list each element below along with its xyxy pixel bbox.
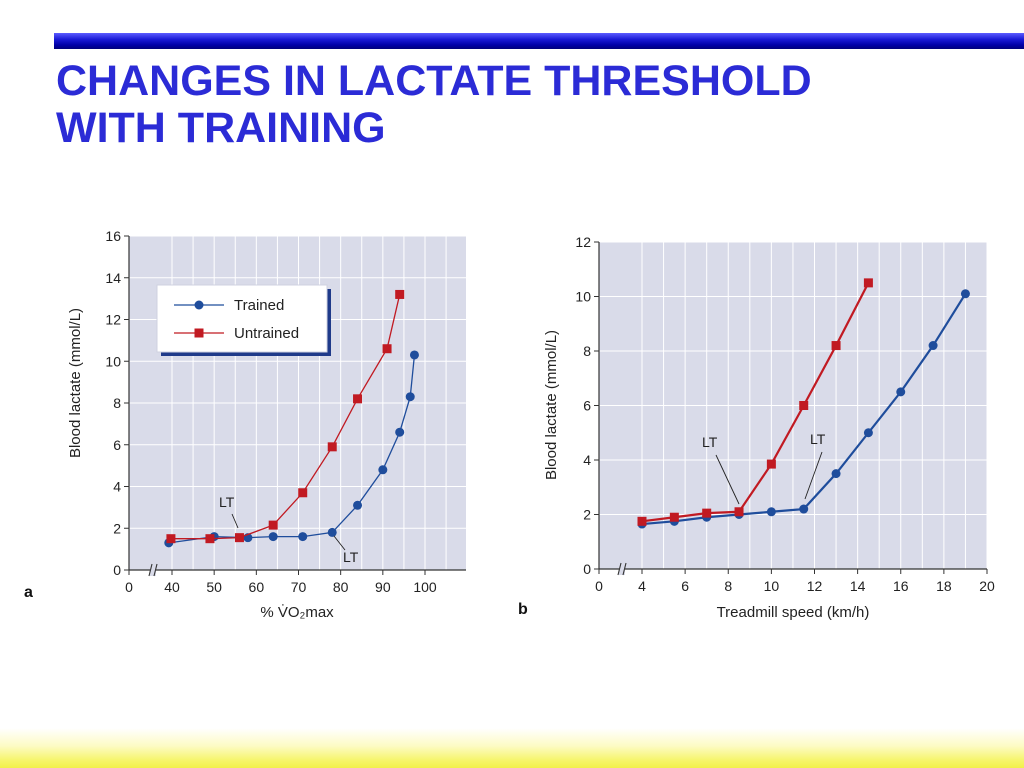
- data-point-untrained: [298, 488, 308, 498]
- data-point-trained: [353, 500, 363, 510]
- data-point-untrained: [234, 533, 244, 543]
- chart-a-group: 0 2 4 6 8 10 12 14 16 0 40 50 60 70 80 90 100 % V̇O₂max Bl…: [67, 228, 466, 621]
- data-point-untrained: [353, 394, 363, 404]
- axis-break-mark: [148, 563, 158, 577]
- data-point-trained: [378, 465, 388, 475]
- y-tick-label: 16: [105, 228, 121, 244]
- y-tick-label: 0: [113, 562, 121, 578]
- lt-leader-line: [333, 535, 346, 551]
- legend-entry-label: Untrained: [234, 325, 299, 342]
- data-point-untrained: [327, 442, 337, 452]
- x-tick-label: 90: [375, 579, 391, 595]
- data-point-trained: [298, 532, 308, 542]
- data-point-untrained: [395, 289, 405, 299]
- slide-title-line-2: WITH TRAINING: [56, 104, 386, 152]
- title-accent-bar: [54, 33, 1024, 49]
- legend-entry-label: Trained: [234, 297, 284, 314]
- y-tick-label: 10: [105, 353, 121, 369]
- lt-annotation: LT: [343, 549, 359, 565]
- y-tick-label: 6: [113, 437, 121, 453]
- legend-marker-circle: [194, 300, 204, 310]
- x-tick-label: 70: [291, 579, 307, 595]
- data-point-untrained: [166, 534, 176, 544]
- x-axis-label: % V̇O₂max: [260, 604, 334, 621]
- data-point-trained: [405, 392, 415, 402]
- data-point-untrained: [205, 534, 215, 544]
- y-tick-label: 8: [113, 395, 121, 411]
- data-point-trained: [327, 527, 337, 537]
- x-tick-label: 0: [125, 579, 133, 595]
- data-point-untrained: [268, 520, 278, 530]
- y-tick-label: 14: [105, 270, 121, 286]
- x-tick-label: 100: [413, 579, 437, 595]
- axis-break-gap: [150, 564, 156, 576]
- y-tick-label: 2: [113, 520, 121, 536]
- lt-annotation: LT: [219, 494, 235, 510]
- data-point-trained: [268, 532, 278, 542]
- y-axis-label: Blood lactate (mmol/L): [67, 308, 84, 458]
- slide-title: CHANGES IN LACTATE THRESHOLD WITH TRAINI…: [56, 58, 812, 152]
- x-tick-label: 50: [206, 579, 222, 595]
- slide-title-line-1: CHANGES IN LACTATE THRESHOLD: [56, 57, 812, 105]
- x-tick-label: 60: [249, 579, 265, 595]
- data-point-trained: [395, 427, 405, 437]
- legend-marker-square: [194, 328, 204, 338]
- y-tick-label: 12: [105, 312, 121, 328]
- lt-leader-line: [231, 513, 239, 529]
- panel-label-a: a: [24, 584, 33, 601]
- x-tick-label: 40: [164, 579, 180, 595]
- y-tick-label: 4: [113, 479, 121, 495]
- data-point-untrained: [382, 344, 392, 354]
- x-tick-label: 80: [333, 579, 349, 595]
- footer-gradient-band: [0, 728, 1024, 768]
- data-point-trained: [409, 350, 419, 360]
- panel-label-b: b: [518, 601, 528, 618]
- legend-box: [156, 284, 328, 353]
